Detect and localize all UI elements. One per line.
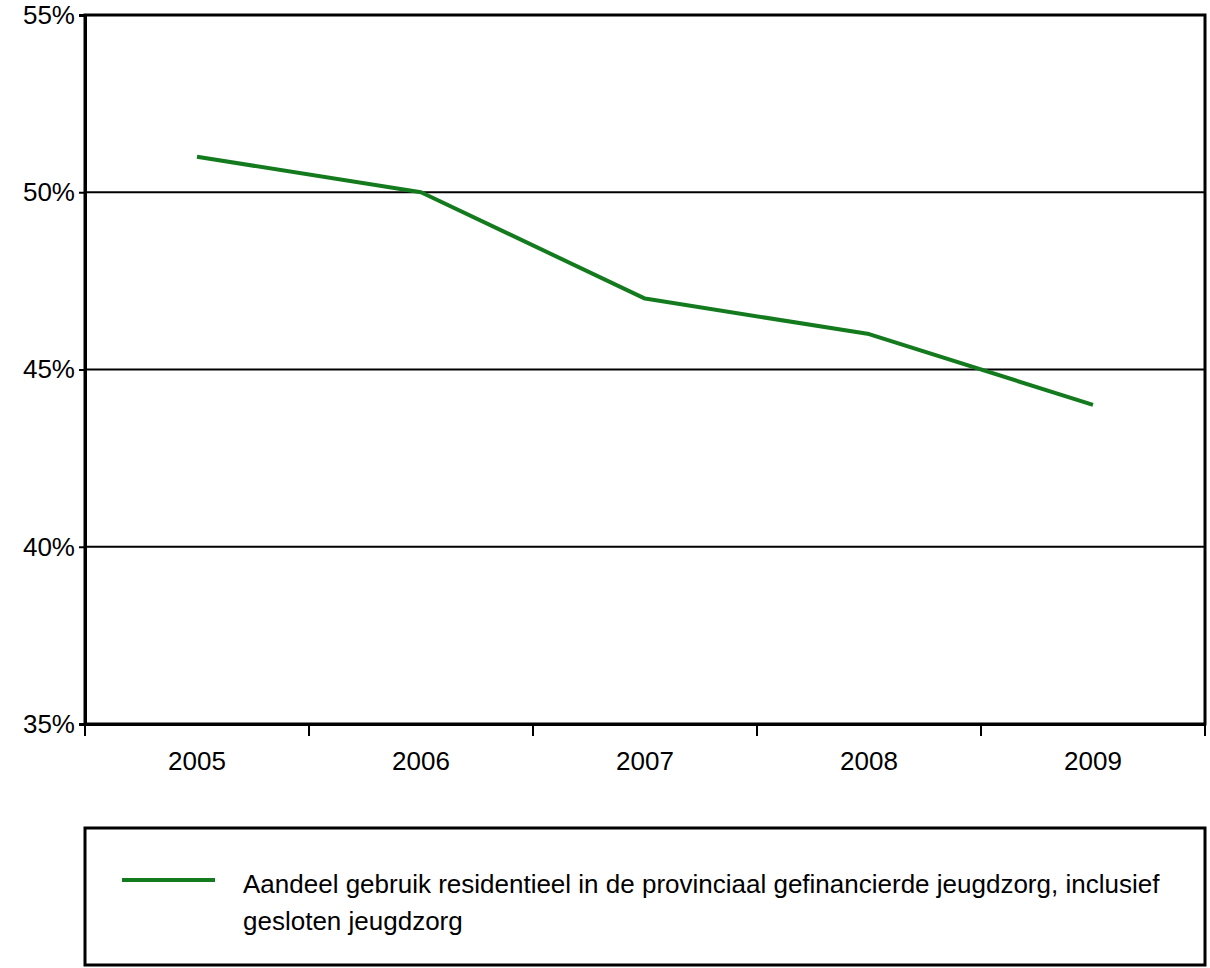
x-tick-label: 2005 bbox=[168, 746, 226, 776]
legend-label: Aandeel gebruik residentieel in de provi… bbox=[243, 869, 1160, 936]
plot-frame bbox=[85, 15, 1205, 724]
grid-line bbox=[85, 369, 1205, 371]
x-tick: 2005 bbox=[168, 724, 226, 776]
x-tick: 2008 bbox=[840, 724, 898, 776]
y-axis-line bbox=[79, 16, 86, 725]
grid bbox=[85, 15, 1205, 724]
legend-box bbox=[85, 828, 1205, 965]
x-band-boundary bbox=[756, 724, 758, 736]
chart: 35% 40% 45% 50% 55% 2005 2006 2007 2008 2009 Aande… bbox=[0, 0, 1210, 968]
x-axis: 2005 2006 2007 2008 2009 bbox=[86, 724, 1206, 776]
x-tick: 2007 bbox=[616, 724, 674, 776]
x-tick-label: 2009 bbox=[1064, 746, 1122, 776]
y-tick: 55% bbox=[23, 0, 85, 30]
x-axis-line bbox=[86, 723, 1206, 726]
y-tick-mark bbox=[79, 192, 85, 194]
y-tick-mark bbox=[79, 546, 85, 548]
x-tick: 2009 bbox=[1064, 724, 1122, 776]
y-tick: 50% bbox=[23, 177, 85, 207]
x-tick: 2006 bbox=[392, 724, 450, 776]
x-tick-label: 2006 bbox=[392, 746, 450, 776]
x-band-boundary bbox=[84, 724, 86, 736]
y-tick-label: 35% bbox=[23, 709, 75, 739]
y-tick-label: 50% bbox=[23, 177, 75, 207]
grid-line bbox=[85, 191, 1205, 193]
x-band-ticks bbox=[85, 724, 1205, 736]
x-band-boundary bbox=[1204, 724, 1206, 736]
x-band-boundary bbox=[308, 724, 310, 736]
y-tick-mark bbox=[79, 15, 85, 17]
y-tick-label: 45% bbox=[23, 354, 75, 384]
y-tick-label: 40% bbox=[23, 532, 75, 562]
x-tick-label: 2008 bbox=[840, 746, 898, 776]
grid-line bbox=[85, 546, 1205, 548]
y-tick-mark bbox=[79, 369, 85, 371]
y-tick: 40% bbox=[23, 532, 85, 562]
y-tick: 45% bbox=[23, 354, 85, 384]
plot-marks bbox=[197, 157, 1093, 405]
y-tick: 35% bbox=[23, 709, 85, 739]
x-band-boundary bbox=[980, 724, 982, 736]
grid-line bbox=[85, 723, 1205, 725]
x-tick-label: 2007 bbox=[616, 746, 674, 776]
legend: Aandeel gebruik residentieel in de provi… bbox=[85, 828, 1205, 965]
legend-swatch bbox=[122, 878, 215, 882]
y-tick-label: 55% bbox=[23, 0, 75, 30]
x-band-boundary bbox=[532, 724, 534, 736]
y-axis: 35% 40% 45% 50% 55% bbox=[23, 0, 86, 739]
series-line bbox=[197, 157, 1093, 405]
